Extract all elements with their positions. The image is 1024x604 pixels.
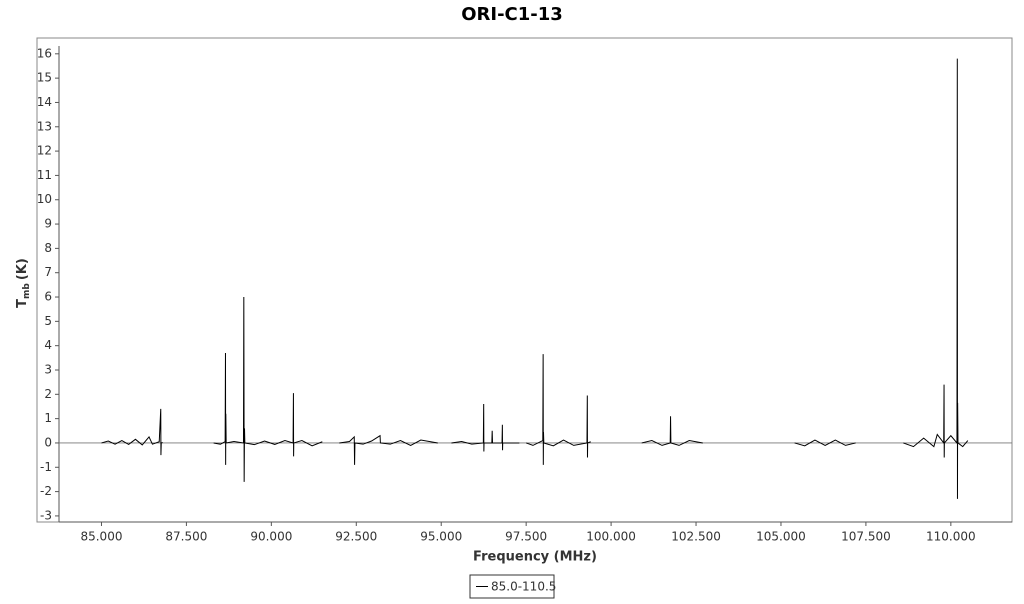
y-axis-title-unit: (K) bbox=[15, 258, 30, 280]
x-tick-label: 102.500 bbox=[671, 530, 721, 544]
x-tick-label: 87.500 bbox=[165, 530, 207, 544]
y-tick-label: 11 bbox=[37, 168, 52, 182]
x-tick-label: 110.000 bbox=[926, 530, 976, 544]
y-tick-label: 1 bbox=[44, 411, 52, 425]
x-tick-label: 90.000 bbox=[250, 530, 292, 544]
y-tick-label: 5 bbox=[44, 314, 52, 328]
y-tick-label: 13 bbox=[37, 119, 52, 133]
y-tick-label: -1 bbox=[40, 460, 52, 474]
y-tick-label: 3 bbox=[44, 362, 52, 376]
y-axis-title-sub: mb bbox=[22, 283, 32, 299]
y-axis-title-main: T bbox=[15, 299, 30, 308]
x-tick-label: 100.000 bbox=[586, 530, 636, 544]
y-tick-label: 15 bbox=[37, 71, 52, 85]
x-tick-label: 85.000 bbox=[80, 530, 122, 544]
x-tick-label: 97.500 bbox=[505, 530, 547, 544]
y-tick-label: 10 bbox=[37, 192, 52, 206]
y-tick-label: 16 bbox=[37, 46, 52, 60]
x-tick-label: 92.500 bbox=[335, 530, 377, 544]
x-tick-label: 95.000 bbox=[420, 530, 462, 544]
y-tick-label: -3 bbox=[40, 508, 52, 522]
plot-frame bbox=[36, 37, 1013, 523]
x-tick-label: 105.000 bbox=[756, 530, 806, 544]
legend-box bbox=[469, 574, 555, 599]
y-tick-label: 9 bbox=[44, 217, 52, 231]
y-tick-label: -2 bbox=[40, 484, 52, 498]
chart-title: ORI-C1-13 bbox=[461, 4, 563, 25]
spectrum-line bbox=[101, 58, 969, 499]
y-tick-label: 12 bbox=[37, 144, 52, 158]
y-tick-label: 14 bbox=[37, 95, 52, 109]
y-tick-label: 4 bbox=[44, 338, 52, 352]
y-tick-label: 2 bbox=[44, 387, 52, 401]
y-tick-label: 0 bbox=[44, 435, 52, 449]
y-tick-label: 7 bbox=[44, 265, 52, 279]
y-axis-title: Tmb (K) bbox=[15, 258, 32, 308]
x-axis-title: Frequency (MHz) bbox=[473, 550, 597, 565]
y-tick-label: 8 bbox=[44, 241, 52, 255]
legend-label: 85.0-110.5 bbox=[491, 580, 556, 594]
x-tick-label: 107.500 bbox=[841, 530, 891, 544]
y-tick-label: 6 bbox=[44, 290, 52, 304]
